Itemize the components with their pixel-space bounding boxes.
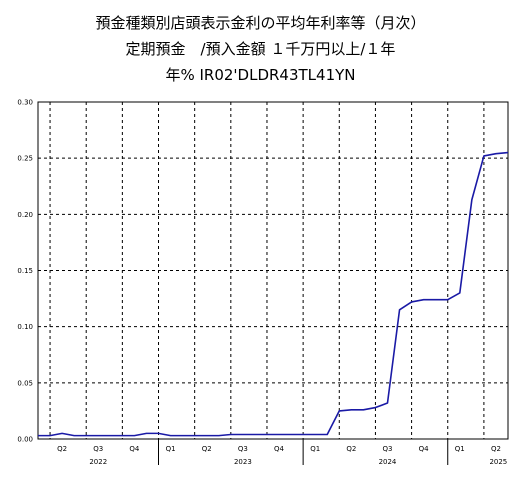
y-tick-label: 0.15 [17,267,33,275]
x-quarter-label: Q1 [310,445,320,453]
x-quarter-label: Q4 [274,445,285,453]
y-tick-label: 0.25 [17,155,33,163]
series-line [38,151,509,437]
grid-lines [38,102,508,439]
x-quarter-label: Q1 [166,445,176,453]
x-quarter-label: Q1 [455,445,465,453]
y-axis-ticks: 0.00 0.05 0.10 0.15 0.20 0.25 0.30 [17,99,33,444]
x-year-label: 2023 [234,458,252,466]
x-quarter-label: Q3 [383,445,393,453]
x-quarter-label: Q2 [346,445,356,453]
y-tick-label: 0.00 [17,436,33,444]
y-tick-label: 0.10 [17,323,33,331]
x-year-label: 2024 [379,458,397,466]
x-quarter-label: Q4 [129,445,140,453]
x-axis-ticks: Q2 Q3 Q4 Q1 Q2 Q3 Q4 Q1 Q2 Q3 Q4 Q1 Q2 2022 2023 2024 20… [57,439,507,466]
x-quarter-label: Q2 [202,445,212,453]
chart-subtitle: 定期預金 /預入金額 １千万円以上/１年 [125,40,396,58]
y-tick-label: 0.05 [17,379,33,387]
chart-series-code: 年% IR02'DLDR43TL41YN [165,66,356,84]
plot-area-frame [37,101,509,440]
y-tick-label: 0.30 [17,99,33,107]
x-quarter-label: Q2 [491,445,501,453]
x-quarter-label: Q3 [238,445,248,453]
x-year-label: 2022 [89,458,107,466]
series-layer [38,151,509,437]
y-tick-label: 0.20 [17,211,33,219]
chart-title-block: 預金種類別店頭表示金利の平均年利率等（月次） 定期預金 /預入金額 １千万円以上… [0,10,521,88]
x-quarter-label: Q4 [419,445,430,453]
x-quarter-label: Q2 [57,445,67,453]
chart-title: 預金種類別店頭表示金利の平均年利率等（月次） [95,14,426,32]
x-quarter-label: Q3 [93,445,103,453]
x-year-label: 2025 [489,458,507,466]
